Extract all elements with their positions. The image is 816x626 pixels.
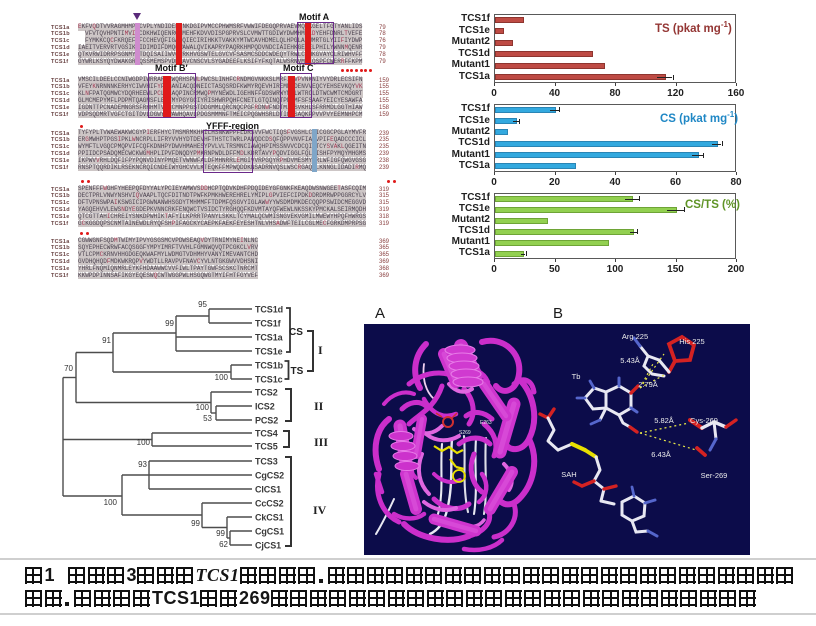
svg-text:100: 100 [196, 403, 210, 412]
svg-text:TS: TS [291, 366, 304, 377]
svg-text:CkCS1: CkCS1 [255, 513, 284, 523]
svg-text:IV: IV [313, 503, 327, 517]
svg-text:III: III [314, 435, 328, 449]
svg-text:53: 53 [203, 414, 212, 423]
svg-text:70: 70 [64, 364, 73, 373]
svg-text:S269: S269 [459, 430, 471, 436]
svg-text:62: 62 [219, 540, 228, 549]
svg-text:TCS1f: TCS1f [255, 319, 282, 329]
svg-text:TCS1e: TCS1e [255, 347, 283, 357]
svg-text:E263: E263 [480, 420, 492, 426]
svg-text:95: 95 [198, 300, 207, 309]
svg-text:TCS1b: TCS1b [255, 361, 284, 371]
svg-text:99: 99 [216, 529, 225, 538]
svg-text:91: 91 [102, 336, 111, 345]
svg-text:CgCS2: CgCS2 [255, 471, 284, 481]
svg-text:5.82Å: 5.82Å [654, 416, 674, 425]
svg-text:93: 93 [138, 460, 147, 469]
svg-text:ClCS1: ClCS1 [255, 485, 281, 495]
svg-text:6.43Å: 6.43Å [651, 450, 671, 459]
svg-text:TCS1d: TCS1d [255, 305, 283, 315]
svg-text:SAH: SAH [561, 470, 576, 479]
svg-text:TCS1c: TCS1c [255, 375, 283, 385]
svg-text:Tb: Tb [572, 372, 581, 381]
svg-text:100: 100 [104, 498, 118, 507]
svg-text:Ser-269: Ser-269 [701, 471, 728, 480]
svg-text:CjCS1: CjCS1 [255, 541, 281, 551]
svg-text:5.43Å: 5.43Å [620, 356, 640, 365]
svg-text:TCS2: TCS2 [255, 388, 278, 398]
svg-text:His 225: His 225 [679, 337, 704, 346]
svg-text:CS: CS [289, 327, 303, 338]
svg-text:PCS2: PCS2 [255, 416, 278, 426]
svg-text:CgCS1: CgCS1 [255, 527, 284, 537]
svg-text:Cys-269: Cys-269 [690, 416, 718, 425]
svg-text:Arg 225: Arg 225 [622, 332, 648, 341]
svg-text:II: II [314, 399, 324, 413]
svg-text:ICS2: ICS2 [255, 402, 275, 412]
svg-text:99: 99 [191, 519, 200, 528]
svg-text:CcCS2: CcCS2 [255, 499, 284, 509]
svg-text:TCS4: TCS4 [255, 429, 278, 439]
svg-text:99: 99 [165, 319, 174, 328]
svg-text:TCS3: TCS3 [255, 457, 278, 467]
svg-text:I: I [318, 343, 323, 357]
svg-text:100: 100 [137, 438, 151, 447]
svg-text:100: 100 [215, 373, 229, 382]
svg-text:TCS5: TCS5 [255, 442, 278, 452]
svg-text:TCS1a: TCS1a [255, 333, 284, 343]
svg-text:2.79Å: 2.79Å [638, 380, 658, 389]
